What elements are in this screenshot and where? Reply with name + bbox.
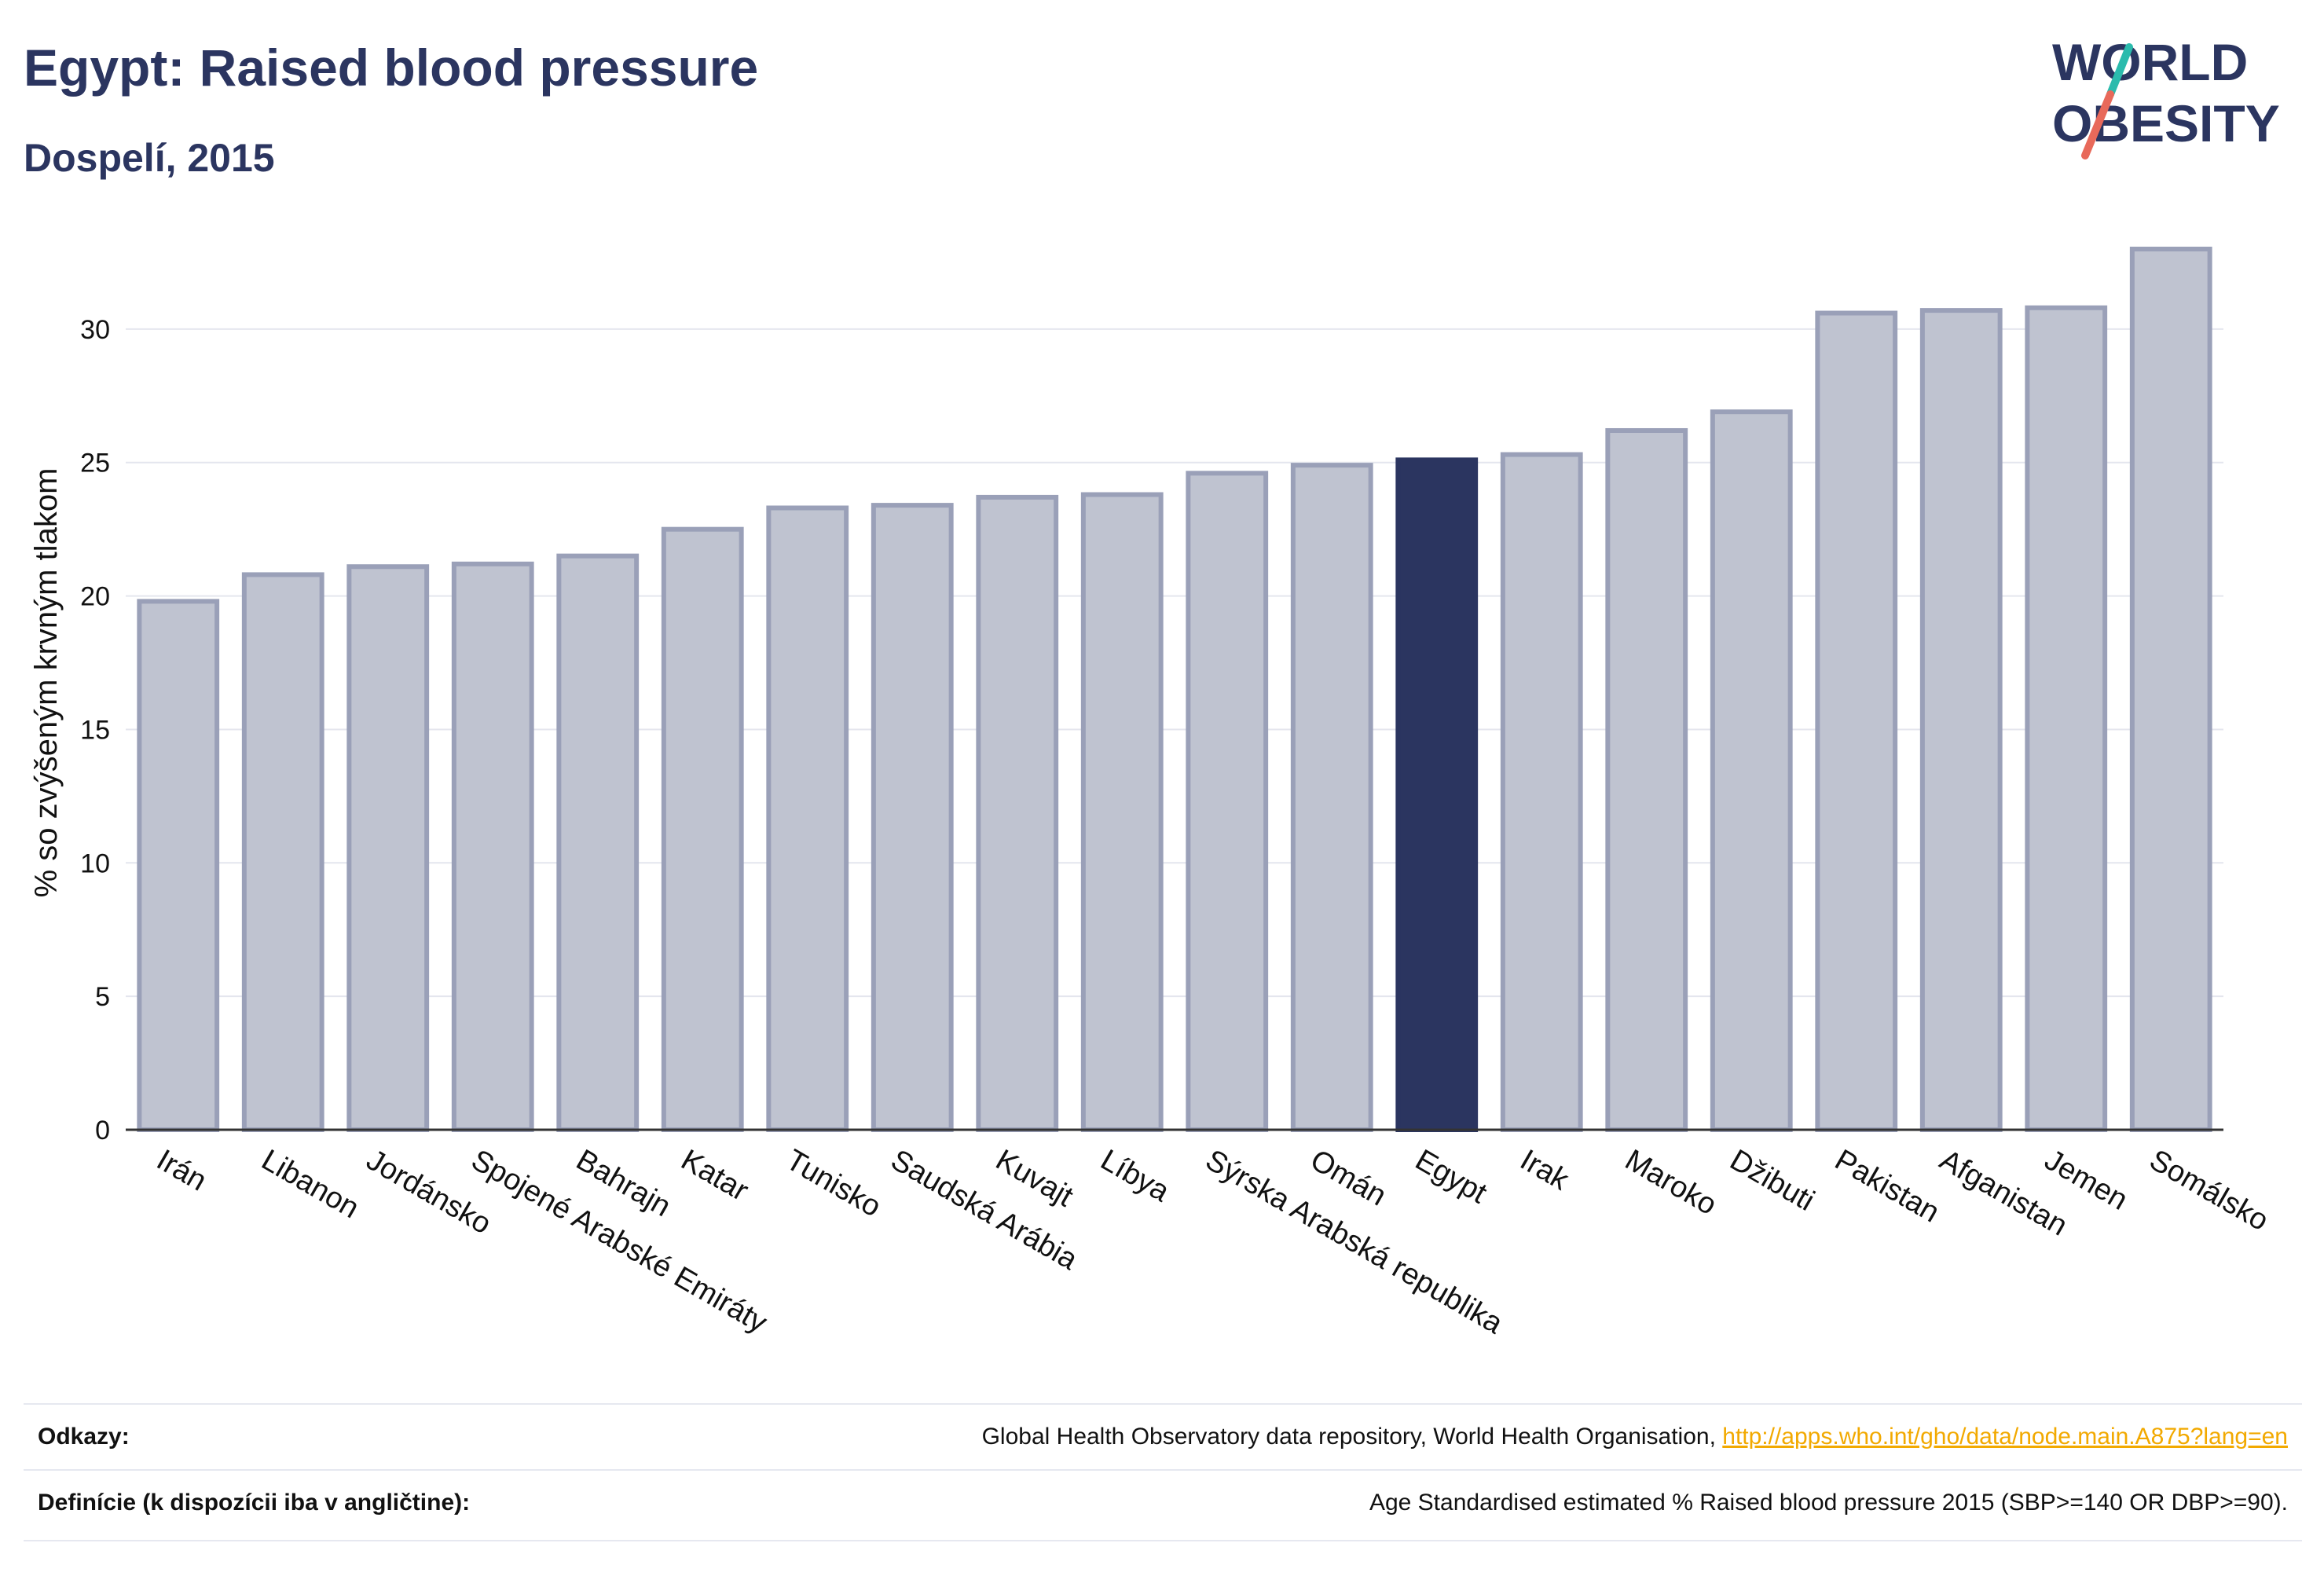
bar-džibuti — [1710, 409, 1793, 1132]
bar-spojené-arabské-emiráty — [451, 561, 534, 1132]
bars — [137, 246, 2212, 1133]
bar-irak — [1500, 452, 1583, 1132]
y-tick-label: 10 — [80, 848, 110, 878]
x-tick-label: Libanon — [256, 1143, 365, 1225]
definitions-label: Definície (k dispozícii iba v angličtine… — [38, 1490, 471, 1516]
bar-tunisko — [766, 505, 849, 1132]
references-label: Odkazy: — [38, 1424, 130, 1450]
x-tick-label: Somálsko — [2144, 1143, 2274, 1237]
x-tick-label: Džibuti — [1725, 1143, 1820, 1217]
y-tick-label: 5 — [95, 982, 110, 1012]
bar-libanon — [241, 572, 324, 1132]
bar-afganistan — [1919, 308, 2003, 1132]
bar-jemen — [2025, 305, 2108, 1133]
bar-jordánsko — [346, 564, 430, 1132]
definitions-row: Definície (k dispozícii iba v angličtine… — [24, 1469, 2302, 1535]
logo-slash-teal — [2106, 43, 2133, 98]
x-tick-label: Saudská Arábia — [885, 1143, 1083, 1277]
logo-slash-coral — [2081, 90, 2114, 159]
bar-bahrajn — [556, 553, 640, 1132]
references-row: Odkazy: Global Health Observatory data r… — [24, 1403, 2302, 1469]
bar-kuvajt — [976, 494, 1059, 1132]
definitions-value: Age Standardised estimated % Raised bloo… — [1369, 1490, 2288, 1516]
x-tick-label: Pakistan — [1829, 1143, 1945, 1229]
world-obesity-logo: WORLD OBESITY — [2052, 33, 2280, 159]
footer-divider — [24, 1540, 2302, 1541]
y-axis-label: % so zvýšeným krvným tlakom — [29, 468, 64, 898]
y-tick-label: 0 — [95, 1116, 110, 1145]
x-tick-label: Maroko — [1619, 1143, 1722, 1222]
bar-saudská-arábia — [871, 503, 954, 1132]
y-tick-label: 25 — [80, 449, 110, 478]
bar-irán — [137, 599, 220, 1132]
y-tick-label: 15 — [80, 715, 110, 745]
bar-pakistan — [1815, 310, 1898, 1132]
references-link[interactable]: http://apps.who.int/gho/data/node.main.A… — [1722, 1424, 2288, 1450]
bar-sýrska-arabská-republika — [1186, 471, 1269, 1132]
x-tick-label: Katar — [676, 1143, 754, 1208]
chart-subtitle: Dospelí, 2015 — [24, 136, 275, 180]
x-tick-label: Egypt — [1409, 1143, 1493, 1210]
bar-somálsko — [2129, 246, 2212, 1132]
x-tick-label: Irak — [1515, 1143, 1575, 1197]
y-tick-label: 20 — [80, 582, 110, 612]
bar-katar — [661, 526, 744, 1132]
chart-title: Egypt: Raised blood pressure — [24, 38, 759, 97]
bar-líbya — [1080, 492, 1164, 1132]
x-tick-label: Tunisko — [780, 1143, 886, 1223]
x-tick-label: Líbya — [1095, 1143, 1175, 1208]
y-tick-label: 30 — [80, 315, 110, 345]
bar-omán — [1290, 463, 1373, 1132]
logo-line-1: WORLD — [2052, 33, 2248, 91]
references-value: Global Health Observatory data repositor… — [982, 1424, 2302, 1450]
bar-maroko — [1605, 427, 1688, 1132]
x-tick-label: Irán — [151, 1143, 212, 1197]
bar-egypt — [1395, 457, 1479, 1132]
grid-lines — [126, 328, 2223, 998]
references-text: Global Health Observatory data repositor… — [981, 1424, 1723, 1450]
y-axis-ticks: 0 5 10 15 20 25 30 — [80, 315, 110, 1145]
